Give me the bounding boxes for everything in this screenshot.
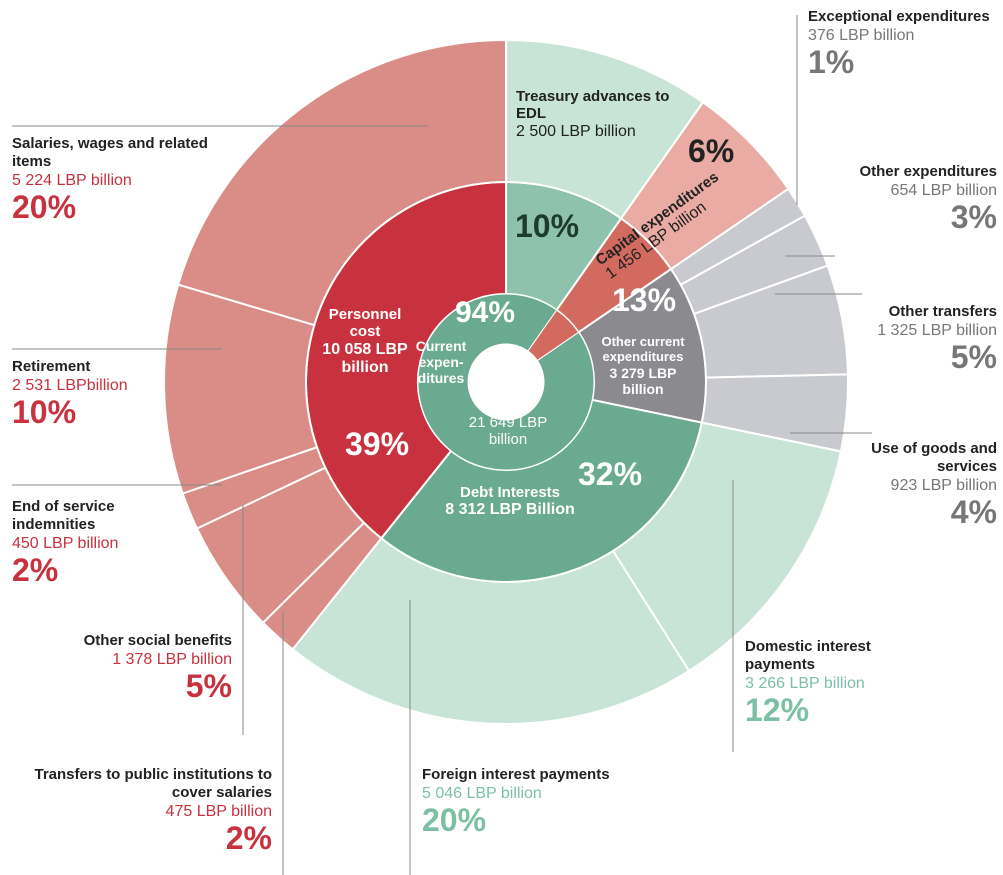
- group-percent: 39%: [345, 426, 410, 462]
- child-amount: 475 LBP billion: [165, 803, 272, 820]
- child-segment: [176, 38, 507, 327]
- group-name: Personnel cost: [328, 306, 402, 341]
- child-label: Salaries, wages and related items 5 224 L…: [12, 135, 212, 225]
- group-percent: 13%: [612, 282, 677, 318]
- group-amount: 8 312 LBP Billion: [445, 501, 575, 519]
- child-amount: 3 266 LBP billion: [745, 675, 865, 692]
- child-label: End of service indemnities 450 LBP billio…: [12, 498, 162, 588]
- group-percent: 32%: [578, 456, 643, 492]
- group-name: Treasury advances to EDL: [516, 88, 670, 123]
- group-percent: 6%: [688, 133, 735, 169]
- child-amount: 5 224 LBP billion: [12, 172, 132, 189]
- child-percent: 10%: [12, 394, 77, 431]
- child-amount: 1 378 LBP billion: [112, 651, 232, 668]
- group-amount: 10 058 LBP billion: [322, 340, 408, 376]
- child-name: Other expenditures: [859, 163, 997, 180]
- child-segment: [291, 536, 691, 725]
- child-name: Other social benefits: [83, 632, 232, 649]
- center-ring: [417, 293, 595, 471]
- group-percent: 10%: [515, 208, 580, 244]
- group-label: Debt Interests 8 312 LBP Billion: [420, 484, 600, 520]
- group-label: Treasury advances to EDL 2 500 LBP billio…: [516, 88, 676, 141]
- child-name: Exceptional expenditures: [808, 8, 990, 25]
- child-percent: 12%: [745, 692, 810, 729]
- child-name: Domestic interest payments: [745, 638, 871, 673]
- child-label: Other expenditures 654 LBP billion 3%: [807, 163, 997, 235]
- child-percent: 3%: [950, 199, 997, 236]
- child-label: Exceptional expenditures 376 LBP billion 1…: [808, 8, 998, 80]
- child-name: Other transfers: [888, 303, 997, 320]
- child-name: Foreign interest payments: [422, 766, 610, 783]
- child-percent: 20%: [422, 802, 487, 839]
- child-percent: 20%: [12, 189, 77, 226]
- group-amount: 3 279 LBP billion: [609, 364, 677, 397]
- child-amount: 450 LBP billion: [12, 535, 119, 552]
- child-label: Other social benefits 1 378 LBP billion 5%: [32, 632, 232, 704]
- child-percent: 2%: [225, 820, 272, 857]
- center-name: Current expen-ditures: [415, 338, 467, 387]
- group-label: Personnel cost 10 058 LBP billion: [315, 306, 415, 377]
- child-name: Salaries, wages and related items: [12, 135, 208, 170]
- child-name: Transfers to public institutions to cove…: [34, 766, 272, 801]
- center-percent: 94%: [455, 296, 516, 329]
- child-label: Use of goods and services 923 LBP billion…: [847, 440, 997, 530]
- child-amount: 923 LBP billion: [890, 477, 997, 494]
- child-name: Use of goods and services: [871, 440, 997, 475]
- child-amount: 2 531 LBPbillion: [12, 377, 128, 394]
- child-label: Domestic interest payments 3 266 LBP bill…: [745, 638, 915, 728]
- child-name: Retirement: [12, 358, 91, 375]
- child-label: Foreign interest payments 5 046 LBP billi…: [422, 766, 612, 838]
- group-name: Debt Interests: [459, 484, 561, 501]
- group-amount: 2 500 LBP billion: [516, 122, 636, 140]
- child-amount: 376 LBP billion: [808, 27, 915, 44]
- child-percent: 4%: [950, 494, 997, 531]
- child-percent: 1%: [808, 44, 855, 81]
- child-percent: 2%: [12, 552, 59, 589]
- child-percent: 5%: [185, 668, 232, 705]
- child-label: Retirement 2 531 LBPbillion 10%: [12, 358, 162, 430]
- child-name: End of service indemnities: [12, 498, 115, 533]
- child-amount: 5 046 LBP billion: [422, 785, 542, 802]
- child-amount: 1 325 LBP billion: [877, 322, 997, 339]
- center-amount: 21 649 LBP billion: [468, 414, 548, 449]
- child-percent: 5%: [950, 339, 997, 376]
- group-label: Other current expenditures 3 279 LBP bill…: [588, 334, 698, 397]
- group-name: Other current expenditures: [601, 334, 685, 364]
- child-label: Transfers to public institutions to cove…: [12, 766, 272, 856]
- child-label: Other transfers 1 325 LBP billion 5%: [857, 303, 997, 375]
- child-amount: 654 LBP billion: [890, 182, 997, 199]
